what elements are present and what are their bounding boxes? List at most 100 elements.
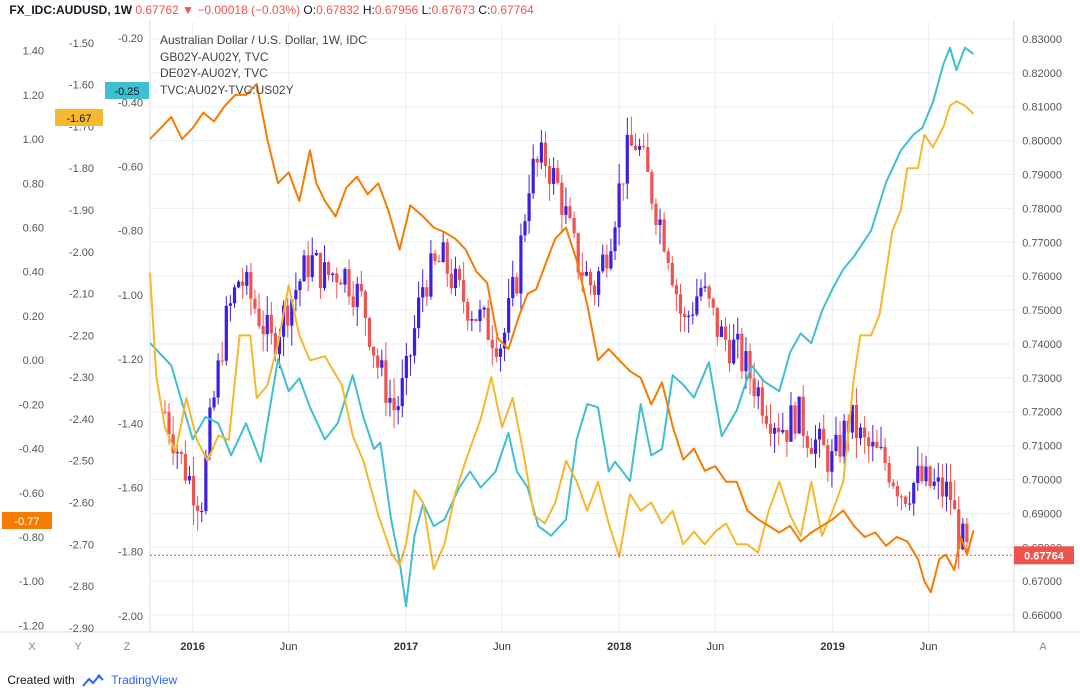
au-us-axis[interactable]: 1.40 1.20 1.00 0.80 0.60 0.40 0.20 0.00 -0.20 -0.…	[19, 46, 44, 633]
candle-body	[732, 339, 736, 364]
candle-body	[617, 183, 621, 228]
candle-body	[167, 412, 171, 435]
price-tick-label: 0.71000	[1022, 441, 1062, 453]
candle-body	[429, 253, 433, 297]
candle-body	[699, 287, 703, 297]
axis-button-z[interactable]: Z	[124, 641, 131, 653]
candle-body	[490, 339, 494, 349]
candle-body	[556, 168, 560, 183]
price-tick-label: 0.67000	[1022, 576, 1062, 588]
low-label: L:	[421, 3, 432, 17]
candle-body	[965, 523, 969, 543]
axis-button-x[interactable]: X	[28, 641, 36, 653]
axis-button-a[interactable]: A	[1039, 641, 1047, 653]
candlestick-series	[163, 116, 969, 570]
time-tick-label: Jun	[493, 641, 511, 653]
au-us-last-badge	[2, 512, 52, 529]
de-tick-label: -2.80	[69, 581, 94, 593]
candle-body	[347, 269, 351, 297]
close-value: 0.67764	[490, 3, 534, 17]
candle-body	[797, 396, 801, 434]
de-last-label: -1.67	[66, 113, 91, 125]
candle-body	[785, 429, 789, 442]
de-axis[interactable]: -1.50-1.60-1.70-1.80-1.90-2.00-2.10-2.20…	[69, 38, 94, 635]
candle-body	[576, 233, 580, 273]
au-us-tick-label: 0.60	[23, 223, 44, 235]
candle-body	[351, 296, 355, 308]
candle-body	[777, 427, 781, 433]
candle-body	[220, 360, 224, 362]
candle-body	[515, 277, 519, 294]
candle-body	[781, 429, 785, 433]
de-tick-label: -2.60	[69, 497, 94, 509]
candle-body	[670, 262, 674, 286]
time-tick-label: Jun	[706, 641, 724, 653]
open-label: O:	[303, 3, 317, 17]
legend-main[interactable]: Australian Dollar / U.S. Dollar, 1W, IDC	[160, 33, 367, 47]
candle-body	[257, 308, 261, 327]
price-tick-label: 0.83000	[1022, 34, 1062, 46]
gb-tick-label: -1.40	[118, 418, 143, 430]
price-last-label: 0.67764	[1024, 550, 1065, 562]
time-axis[interactable]: 2016 Jun 2017 Jun 2018 Jun 2019 Jun	[180, 641, 937, 653]
price-tick-label: 0.74000	[1022, 339, 1062, 351]
de-tick-label: -2.00	[69, 247, 94, 259]
candle-body	[678, 294, 683, 314]
time-tick-label: Jun	[920, 641, 938, 653]
candle-body	[609, 251, 613, 269]
series-line-de	[149, 100, 975, 571]
candle-body	[695, 296, 699, 315]
candle-body	[748, 351, 752, 379]
de-tick-label: -2.70	[69, 539, 94, 551]
candle-body	[940, 477, 944, 497]
candle-body	[867, 437, 871, 447]
gb-tick-label: -2.00	[118, 611, 143, 623]
candle-body	[241, 281, 245, 286]
candle-body	[547, 166, 552, 184]
candle-body	[674, 285, 678, 295]
price-chart[interactable]: Australian Dollar / U.S. Dollar, 1W, IDC…	[0, 20, 1080, 668]
candle-body	[658, 219, 662, 226]
axis-buttons: X Y Z A	[28, 641, 1047, 653]
candle-body	[191, 475, 196, 506]
candle-body	[932, 481, 936, 486]
au-us-tick-label: 1.20	[23, 90, 44, 102]
candle-body	[318, 252, 323, 289]
candle-body	[850, 404, 854, 433]
candle-body	[502, 332, 507, 349]
candle-body	[204, 455, 208, 511]
candle-body	[306, 255, 310, 278]
candle-body	[462, 279, 466, 302]
candle-body	[818, 428, 822, 440]
gb-axis[interactable]: -0.20 -0.40 -0.60 -0.80 -1.00 -1.20 -1.40 -1.60…	[118, 33, 143, 623]
legend-de[interactable]: DE02Y-AU02Y, TVC	[160, 66, 268, 80]
legend-au-us[interactable]: TVC:AU02Y-TVC:US02Y	[160, 83, 294, 97]
candle-body	[916, 465, 920, 483]
price-tick-label: 0.79000	[1022, 170, 1062, 182]
au-us-tick-label: -1.00	[19, 576, 44, 588]
candle-body	[809, 447, 814, 454]
de-tick-label: -1.60	[69, 80, 94, 92]
candle-body	[314, 252, 318, 256]
candle-body	[208, 407, 212, 456]
candle-body	[744, 351, 748, 372]
price-change: −0.00018 (−0.03%)	[197, 3, 301, 17]
candle-body	[552, 168, 556, 184]
de-tick-label: -1.90	[69, 205, 94, 217]
candle-body	[879, 446, 883, 448]
candle-body	[249, 271, 253, 299]
candle-body	[957, 509, 961, 550]
axis-button-y[interactable]: Y	[74, 641, 82, 653]
au-us-tick-label: 0.20	[23, 311, 44, 323]
legend-gb[interactable]: GB02Y-AU02Y, TVC	[160, 50, 269, 64]
price-tick-label: 0.70000	[1022, 475, 1062, 487]
symbol-label[interactable]: FX_IDC:AUDUSD, 1W	[9, 3, 133, 17]
high-label: H:	[362, 3, 375, 17]
candle-body	[163, 411, 167, 413]
candle-body	[826, 445, 830, 472]
tradingview-brand[interactable]: TradingView	[111, 673, 178, 687]
candle-body	[171, 434, 175, 454]
price-tick-label: 0.78000	[1022, 203, 1062, 215]
candle-body	[527, 193, 531, 222]
candle-body	[822, 428, 826, 446]
